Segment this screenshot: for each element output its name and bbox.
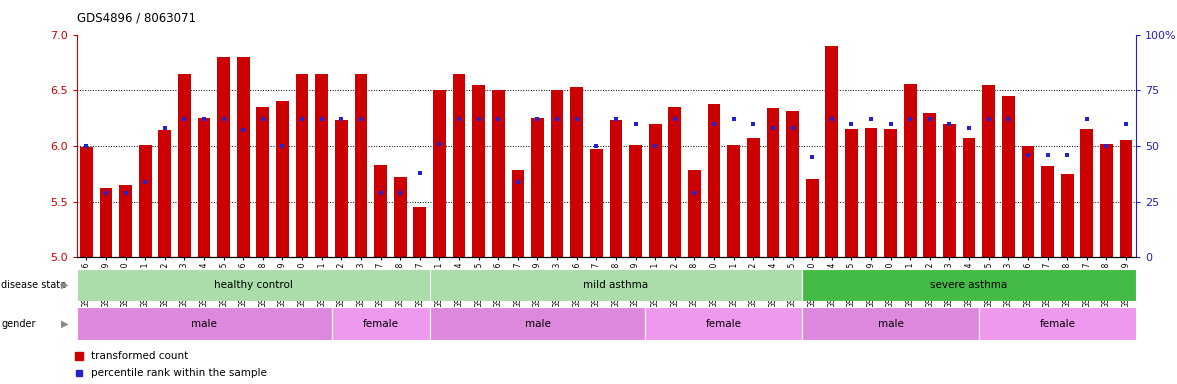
Bar [531, 118, 544, 257]
Bar [825, 46, 838, 257]
Bar [979, 307, 1136, 340]
Bar [669, 107, 681, 257]
Text: percentile rank within the sample: percentile rank within the sample [91, 368, 266, 378]
Bar [100, 188, 112, 257]
Bar [198, 118, 211, 257]
Bar [315, 74, 328, 257]
Bar [430, 269, 803, 301]
Text: male: male [878, 318, 904, 329]
Text: gender: gender [1, 318, 35, 329]
Text: ▶: ▶ [61, 318, 68, 329]
Bar [571, 87, 583, 257]
Bar [747, 138, 759, 257]
Bar [630, 145, 641, 257]
Bar [433, 90, 446, 257]
Bar [178, 74, 191, 257]
Bar [218, 57, 230, 257]
Bar [1119, 141, 1132, 257]
Text: disease state: disease state [1, 280, 66, 290]
Bar [551, 90, 564, 257]
Bar [786, 111, 799, 257]
Bar [413, 207, 426, 257]
Bar [1060, 174, 1073, 257]
Bar [119, 185, 132, 257]
Bar [610, 120, 623, 257]
Bar [374, 165, 387, 257]
Bar [139, 145, 152, 257]
Bar [430, 307, 645, 340]
Bar [803, 307, 979, 340]
Bar [394, 177, 406, 257]
Bar [332, 307, 430, 340]
Text: female: female [1039, 318, 1076, 329]
Bar [277, 101, 288, 257]
Bar [803, 269, 1136, 301]
Bar [590, 149, 603, 257]
Text: mild asthma: mild asthma [584, 280, 649, 290]
Bar [80, 147, 93, 257]
Bar [689, 170, 700, 257]
Bar [904, 84, 917, 257]
Bar [159, 130, 171, 257]
Bar [354, 74, 367, 257]
Text: female: female [706, 318, 742, 329]
Text: female: female [363, 318, 399, 329]
Text: ▶: ▶ [61, 280, 68, 290]
Bar [884, 129, 897, 257]
Bar [865, 128, 877, 257]
Bar [649, 124, 661, 257]
Bar [806, 179, 818, 257]
Bar [77, 307, 332, 340]
Bar [943, 124, 956, 257]
Bar [1022, 146, 1035, 257]
Bar [1002, 96, 1015, 257]
Text: transformed count: transformed count [91, 351, 188, 361]
Bar [257, 107, 270, 257]
Bar [77, 269, 430, 301]
Bar [963, 138, 976, 257]
Bar [766, 108, 779, 257]
Bar [1042, 166, 1053, 257]
Text: male: male [525, 318, 551, 329]
Text: severe asthma: severe asthma [931, 280, 1008, 290]
Bar [845, 129, 858, 257]
Bar [335, 120, 347, 257]
Text: healthy control: healthy control [213, 280, 293, 290]
Bar [453, 74, 465, 257]
Bar [1100, 144, 1112, 257]
Bar [727, 145, 740, 257]
Bar [492, 90, 505, 257]
Bar [983, 85, 995, 257]
Bar [512, 170, 524, 257]
Text: GDS4896 / 8063071: GDS4896 / 8063071 [77, 12, 195, 25]
Bar [924, 113, 936, 257]
Bar [472, 85, 485, 257]
Bar [645, 307, 803, 340]
Text: male: male [191, 318, 217, 329]
Bar [237, 57, 250, 257]
Bar [1080, 129, 1093, 257]
Bar [707, 104, 720, 257]
Bar [295, 74, 308, 257]
